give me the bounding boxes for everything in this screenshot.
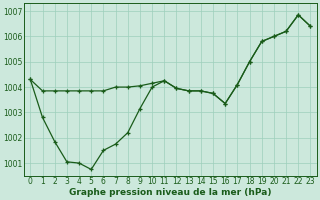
X-axis label: Graphe pression niveau de la mer (hPa): Graphe pression niveau de la mer (hPa) xyxy=(69,188,272,197)
